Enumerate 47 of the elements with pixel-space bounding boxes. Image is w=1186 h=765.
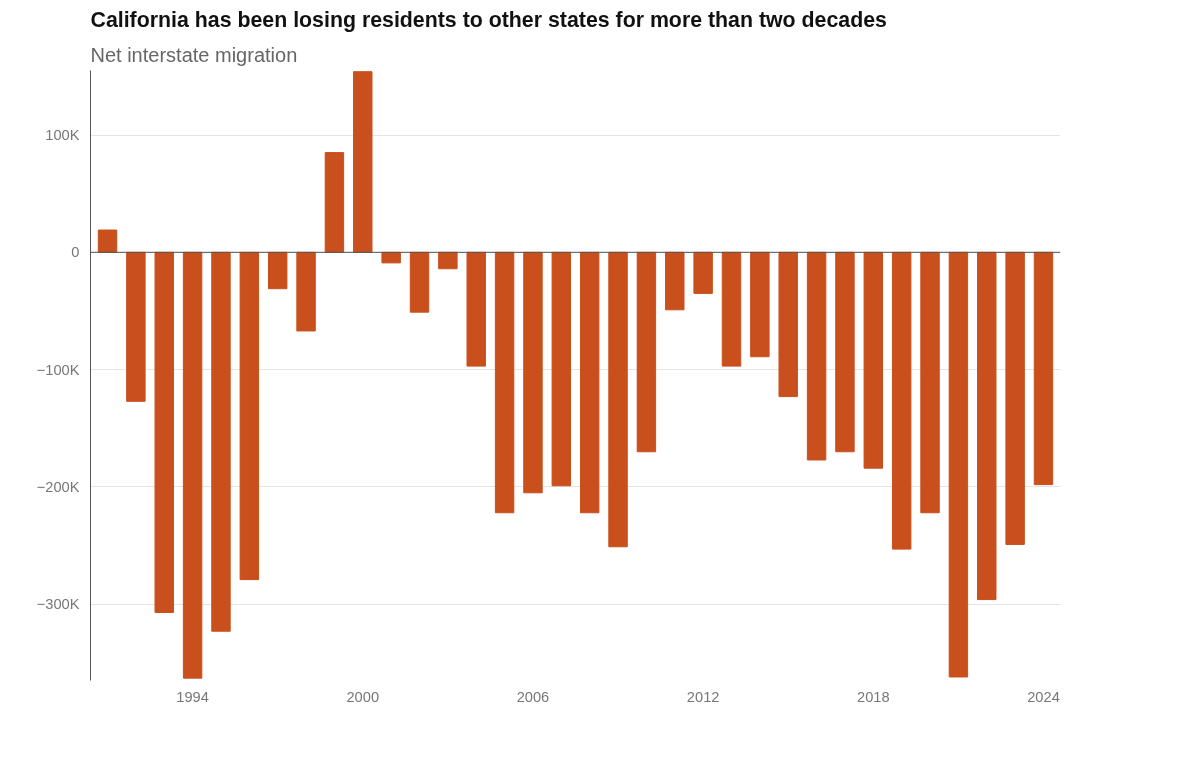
bar bbox=[608, 251, 628, 548]
bar bbox=[920, 251, 940, 514]
bar bbox=[523, 251, 543, 494]
bar bbox=[267, 251, 288, 290]
y-tick-label: 0 bbox=[71, 244, 80, 261]
bar bbox=[324, 152, 345, 253]
bar bbox=[381, 251, 401, 264]
bar bbox=[296, 251, 316, 332]
bar bbox=[409, 251, 430, 313]
bar bbox=[948, 251, 969, 678]
bar bbox=[1005, 251, 1025, 545]
bar bbox=[977, 251, 997, 601]
bar bbox=[154, 251, 174, 613]
bar bbox=[721, 251, 742, 367]
bar bbox=[97, 229, 118, 253]
chart-title: California has been losing residents to other states for more than two decades bbox=[90, 7, 887, 32]
bar bbox=[494, 251, 515, 514]
bar bbox=[863, 251, 884, 469]
x-tick-label: 2024 bbox=[1027, 688, 1060, 705]
bar bbox=[239, 251, 260, 581]
bar bbox=[126, 251, 146, 402]
x-tick-label: 2018 bbox=[857, 688, 890, 705]
bar bbox=[466, 251, 486, 367]
bar bbox=[1033, 251, 1054, 486]
bar bbox=[778, 251, 798, 398]
x-tick-label: 1994 bbox=[176, 688, 209, 705]
bar bbox=[835, 251, 855, 453]
y-tick-label: −100K bbox=[36, 361, 80, 378]
bar bbox=[211, 251, 231, 632]
bar bbox=[665, 251, 685, 311]
bar bbox=[438, 251, 458, 270]
bar bbox=[693, 251, 713, 294]
x-tick-label: 2000 bbox=[346, 688, 380, 705]
bar bbox=[806, 251, 827, 461]
bar bbox=[353, 71, 373, 253]
bar bbox=[891, 251, 912, 550]
bar bbox=[750, 251, 770, 358]
y-tick-label: 100K bbox=[45, 127, 80, 144]
bar bbox=[551, 251, 572, 487]
bar bbox=[636, 251, 657, 453]
y-tick-label: −300K bbox=[36, 596, 80, 613]
bar bbox=[579, 251, 600, 514]
y-tick-label: −200K bbox=[36, 478, 80, 495]
chart-subtitle: Net interstate migration bbox=[90, 43, 298, 66]
x-tick-label: 2006 bbox=[516, 688, 550, 705]
bar bbox=[182, 251, 203, 679]
x-tick-label: 2012 bbox=[686, 688, 720, 705]
